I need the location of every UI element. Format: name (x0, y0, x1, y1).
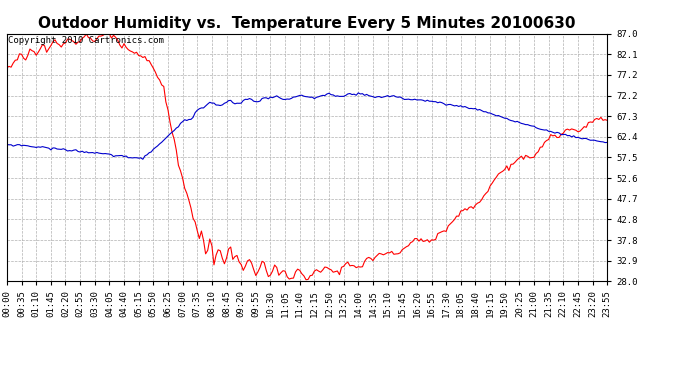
Title: Outdoor Humidity vs.  Temperature Every 5 Minutes 20100630: Outdoor Humidity vs. Temperature Every 5… (39, 16, 575, 31)
Text: Copyright 2010 Cartronics.com: Copyright 2010 Cartronics.com (8, 36, 164, 45)
